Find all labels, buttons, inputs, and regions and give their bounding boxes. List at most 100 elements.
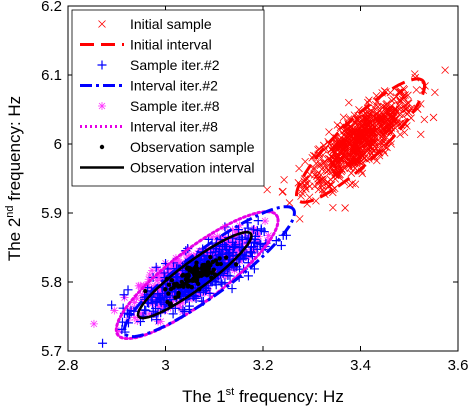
data-point — [167, 263, 176, 272]
x-tick-label: 3.6 — [448, 357, 469, 374]
data-point — [324, 182, 332, 190]
series-observation-sample — [143, 254, 239, 307]
data-point — [295, 215, 304, 223]
data-point — [276, 241, 286, 251]
data-point — [364, 140, 372, 148]
data-point — [320, 157, 329, 166]
y-axis-label: The 2nd frequency: Hz — [4, 96, 24, 261]
interval-ellipse — [295, 77, 426, 204]
data-point — [170, 261, 179, 270]
data-point — [136, 283, 145, 292]
legend-label: Interval iter.#2 — [130, 78, 218, 94]
data-point — [399, 84, 408, 93]
y-tick-label: 6.1 — [41, 67, 62, 84]
data-point — [156, 286, 165, 295]
data-point — [337, 167, 346, 176]
data-point — [420, 115, 429, 124]
legend-label: Initial sample — [130, 16, 212, 32]
data-point — [165, 299, 170, 305]
data-point — [346, 152, 355, 161]
data-point — [156, 317, 165, 326]
data-point — [213, 258, 219, 263]
data-point — [298, 189, 306, 198]
y-tick-label: 5.9 — [41, 205, 62, 222]
data-point — [234, 234, 244, 244]
data-point — [339, 136, 347, 144]
data-point — [278, 188, 287, 196]
data-point — [195, 272, 200, 277]
series-initial-interval — [295, 77, 426, 204]
data-point — [147, 266, 156, 275]
data-point — [123, 285, 133, 295]
data-point — [227, 244, 236, 253]
legend-item-observation-interval: Observation interval — [80, 160, 255, 176]
data-point — [333, 121, 342, 129]
data-point — [331, 171, 340, 179]
data-point — [383, 143, 391, 152]
data-point — [110, 306, 119, 315]
data-point — [89, 319, 98, 328]
data-point — [207, 233, 216, 242]
data-point — [280, 175, 288, 184]
legend-item-observation-sample: Observation sample — [99, 139, 255, 155]
data-point — [153, 272, 162, 281]
data-point — [171, 282, 177, 287]
data-point — [329, 203, 337, 212]
data-point — [378, 129, 386, 137]
data-point — [338, 144, 347, 153]
data-point — [217, 279, 227, 289]
data-point — [396, 98, 404, 106]
data-point — [168, 297, 177, 306]
data-point — [410, 70, 419, 78]
data-point — [402, 104, 411, 113]
data-point — [246, 248, 256, 258]
data-point — [246, 247, 256, 257]
data-point — [390, 113, 398, 121]
data-point — [249, 225, 259, 235]
data-point — [351, 180, 360, 189]
data-point — [178, 298, 187, 307]
data-point — [367, 110, 376, 118]
interval-ellipse — [136, 230, 253, 320]
data-point — [369, 137, 378, 145]
legend-label: Sample iter.#2 — [130, 57, 220, 73]
data-point — [153, 265, 162, 274]
data-point — [368, 125, 376, 133]
x-axis-label-post: frequency: Hz — [234, 387, 344, 406]
data-point — [209, 270, 214, 276]
data-point — [357, 122, 365, 130]
data-point — [233, 247, 242, 256]
data-point — [194, 260, 199, 265]
data-point — [379, 146, 388, 154]
data-point — [263, 185, 271, 194]
data-point — [217, 256, 222, 261]
data-point — [312, 197, 320, 205]
data-point — [254, 229, 263, 238]
legend-item-sample-iter-2: Sample iter.#2 — [97, 57, 220, 73]
data-point — [107, 300, 117, 310]
data-point — [216, 277, 226, 287]
data-point — [412, 86, 421, 94]
data-point — [339, 113, 348, 122]
x-axis-label-sup: st — [226, 386, 235, 398]
data-point — [365, 96, 373, 104]
data-point — [334, 163, 343, 172]
data-point — [381, 124, 389, 133]
data-point — [386, 121, 394, 129]
data-point — [137, 309, 146, 318]
legend-label: Sample iter.#8 — [130, 98, 220, 114]
y-tick-label: 6.2 — [41, 0, 62, 15]
data-point — [255, 239, 265, 249]
legend-marker — [97, 60, 107, 70]
data-point — [264, 231, 273, 240]
data-point — [368, 107, 376, 116]
data-point — [362, 134, 371, 142]
data-point — [253, 216, 263, 226]
data-point — [358, 130, 366, 139]
data-point — [379, 134, 387, 142]
data-point — [340, 151, 349, 160]
data-point — [154, 302, 163, 311]
legend-label: Observation interval — [130, 160, 255, 176]
data-point — [166, 282, 172, 287]
data-point — [382, 106, 390, 114]
